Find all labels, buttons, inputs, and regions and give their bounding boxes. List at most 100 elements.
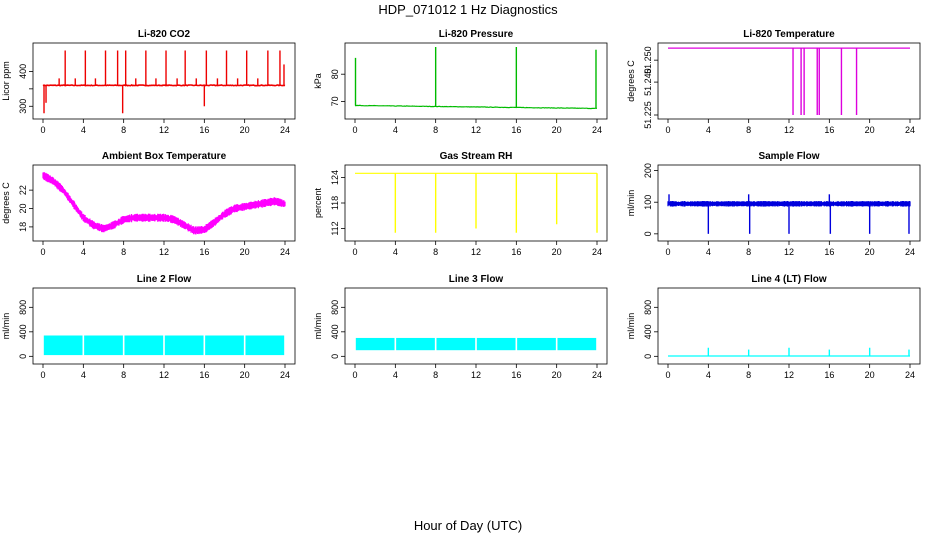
x-tick-label: 12 [471,370,481,380]
y-tick-label: 0 [643,231,653,236]
x-tick-label: 16 [511,125,521,135]
x-tick-label: 4 [81,370,86,380]
page-title: HDP_071012 1 Hz Diagnostics [378,2,558,17]
panel-title: Gas Stream RH [440,151,513,162]
x-tick-label: 8 [746,370,751,380]
x-tick-label: 0 [665,125,670,135]
y-tick-label: 70 [330,96,340,106]
panel-0: Li-820 CO2 Licor ppm 0 4 8 12 16 20 24 300 400 [1,29,296,135]
series-4 [355,172,598,233]
x-tick-label: 4 [393,370,398,380]
x-tick-label: 8 [746,125,751,135]
series-7 [355,337,597,351]
panel-frame [344,287,608,365]
y-tick-label: 112 [330,221,340,235]
x-tick-label: 0 [352,247,357,257]
x-tick-label: 8 [121,247,126,257]
y-axis-label: degrees C [626,60,636,102]
x-tick-label: 20 [240,247,250,257]
x-tick-label: 20 [552,247,562,257]
data-line [42,84,286,87]
x-tick-label: 8 [121,125,126,135]
x-tick-label: 24 [280,125,290,135]
panel-title: Li-820 CO2 [138,29,191,40]
data-segment [84,335,123,356]
y-tick-label: 300 [18,99,28,114]
y-axis-label: ml/min [1,313,11,340]
x-tick-label: 0 [40,370,45,380]
panel-frame [32,42,296,120]
x-tick-label: 4 [393,125,398,135]
data-segment [124,335,164,356]
y-tick-label: 51.250 [643,46,653,74]
series-2 [668,47,910,115]
x-tick-label: 24 [905,247,915,257]
data-segment [557,337,597,351]
panel-title: Line 2 Flow [137,274,192,285]
series-0 [42,50,286,114]
y-tick-label: 80 [330,69,340,79]
y-tick-label: 51.225 [643,101,653,129]
x-tick-label: 0 [40,247,45,257]
data-segment [164,335,204,356]
data-band [42,172,286,235]
x-tick-label: 16 [824,125,834,135]
x-tick-label: 4 [706,247,711,257]
x-tick-label: 0 [665,247,670,257]
x-tick-label: 0 [352,125,357,135]
data-segment [517,337,556,351]
x-tick-label: 24 [280,247,290,257]
series-8 [668,347,910,357]
x-tick-label: 0 [40,125,45,135]
x-tick-label: 20 [240,125,250,135]
series-3 [42,172,286,235]
x-tick-label: 24 [592,125,602,135]
x-tick-label: 12 [471,125,481,135]
panel-2: Li-820 Temperature degrees C 0 4 8 12 16 20 24 51… [626,29,921,135]
data-line [354,104,597,110]
y-tick-label: 800 [643,300,653,315]
x-tick-label: 12 [471,247,481,257]
series-5 [667,194,911,234]
y-axis-label: kPa [313,73,323,89]
x-tick-label: 12 [784,370,794,380]
y-axis-label: percent [313,187,323,218]
x-tick-label: 24 [905,370,915,380]
data-segment [205,335,244,356]
y-tick-label: 400 [643,324,653,339]
x-tick-label: 24 [905,125,915,135]
x-tick-label: 16 [511,247,521,257]
x-tick-label: 4 [706,370,711,380]
y-axis-label: ml/min [626,313,636,340]
data-segment [436,337,476,351]
panel-6: Line 2 Flow ml/min 0 4 8 12 16 20 24 0 400 800 [1,274,296,380]
y-tick-label: 800 [18,300,28,315]
x-tick-label: 20 [865,247,875,257]
series-6 [43,335,285,356]
data-segment [476,337,516,351]
panel-title: Li-820 Pressure [439,29,514,40]
x-tick-label: 24 [592,370,602,380]
y-tick-label: 20 [18,204,28,214]
x-tick-label: 20 [865,370,875,380]
panel-frame [657,42,921,120]
x-tick-label: 4 [81,125,86,135]
y-tick-label: 400 [18,64,28,79]
x-tick-label: 20 [552,125,562,135]
y-tick-label: 0 [330,354,340,359]
panel-7: Line 3 Flow ml/min 0 4 8 12 16 20 24 0 400 800 [313,274,608,380]
y-tick-label: 124 [330,170,340,185]
x-tick-label: 8 [746,247,751,257]
panel-title: Line 3 Flow [449,274,504,285]
y-axis-label: degrees C [1,182,11,224]
x-tick-label: 12 [784,125,794,135]
x-tick-label: 20 [865,125,875,135]
x-tick-label: 12 [159,247,169,257]
x-tick-label: 8 [121,370,126,380]
y-tick-label: 400 [330,324,340,339]
x-tick-label: 8 [433,370,438,380]
x-tick-label: 0 [665,370,670,380]
panel-title: Li-820 Temperature [743,29,835,40]
x-tick-label: 12 [159,125,169,135]
panel-title: Line 4 (LT) Flow [751,274,827,285]
